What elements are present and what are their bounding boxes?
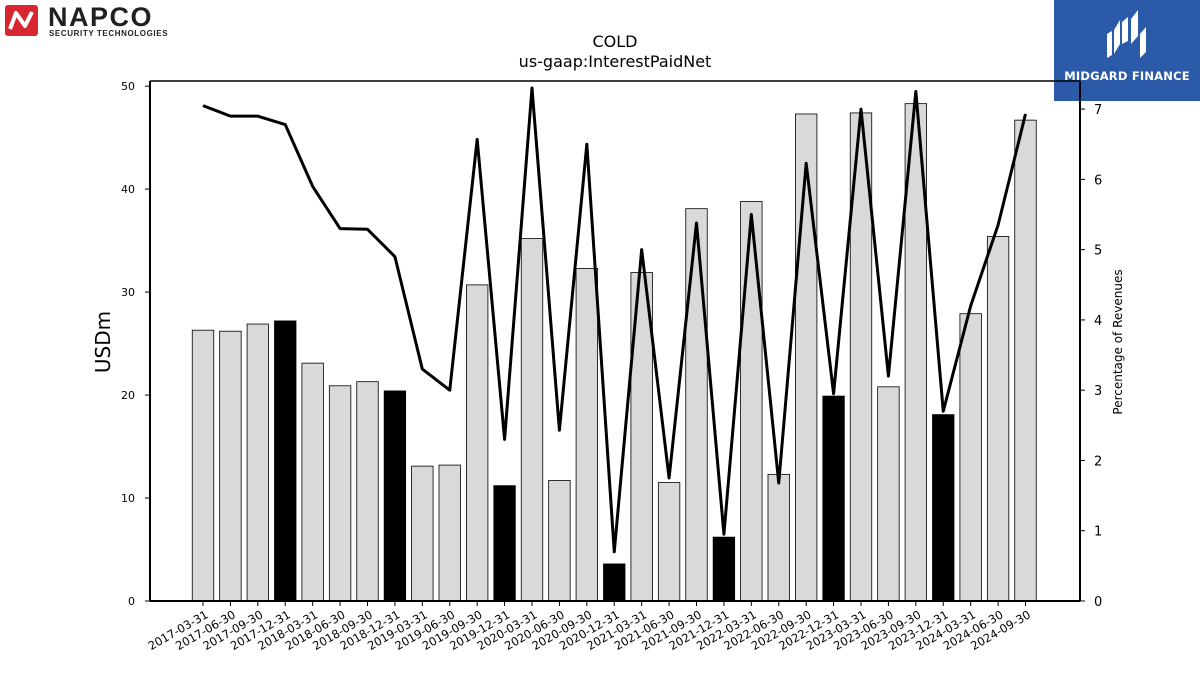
y2-tick-label-4: 4 <box>1094 314 1102 329</box>
bar-2017-12-31 <box>274 320 297 602</box>
ratio-line <box>202 86 1027 554</box>
bar-2021-09-30 <box>685 208 708 602</box>
bar-2023-06-30 <box>877 386 900 602</box>
midgard-mark-icon <box>1107 10 1146 58</box>
y2-tick-label-1: 1 <box>1094 525 1102 540</box>
bar-2023-12-31 <box>932 414 955 602</box>
bar-2022-03-31 <box>740 201 763 602</box>
y-tick-label-50: 50 <box>121 80 135 93</box>
bar-2022-09-30 <box>795 113 818 602</box>
bar-2019-12-31 <box>493 485 516 602</box>
napco-logo-name: NAPCO <box>48 4 153 32</box>
bar-2020-09-30 <box>575 268 598 602</box>
bar-2017-03-31 <box>191 329 215 602</box>
bar-2019-06-30 <box>438 464 461 602</box>
bar-series <box>191 103 1037 602</box>
y2-axis-label: Percentage of Revenues <box>1111 269 1125 414</box>
bar-2018-06-30 <box>328 385 352 602</box>
bar-2017-09-30 <box>246 323 269 602</box>
napco-logo-graphic: NAPCO SECURITY TECHNOLOGIES <box>5 2 168 38</box>
y2-tick-label-2: 2 <box>1094 454 1102 469</box>
chart-title-block: COLD us-gaap:InterestPaidNet <box>150 32 1080 72</box>
y2-tick-label-5: 5 <box>1094 244 1102 259</box>
bar-2019-09-30 <box>466 284 489 602</box>
bar-2024-03-31 <box>959 313 982 602</box>
y2-tick-label-3: 3 <box>1094 384 1102 399</box>
y-tick-label-40: 40 <box>121 183 135 196</box>
bar-2021-12-31 <box>712 536 736 602</box>
bar-2024-06-30 <box>986 236 1010 602</box>
y2-tick-label-7: 7 <box>1094 103 1102 118</box>
chart-title: COLD <box>592 32 638 51</box>
midgard-logo-text: MIDGARD FINANCE <box>1064 69 1190 83</box>
bar-2018-03-31 <box>301 362 324 602</box>
bar-2018-09-30 <box>356 381 379 602</box>
line-series <box>202 86 1027 554</box>
napco-logo: NAPCO SECURITY TECHNOLOGIES <box>4 2 214 40</box>
y-tick-label-30: 30 <box>121 286 135 299</box>
napco-logo-tagline: SECURITY TECHNOLOGIES <box>49 29 168 38</box>
chart-subtitle: us-gaap:InterestPaidNet <box>518 52 712 71</box>
bar-2022-12-31 <box>822 395 845 602</box>
y2-tick-label-0: 0 <box>1094 595 1102 610</box>
bar-2024-09-30 <box>1014 119 1037 602</box>
bar-2019-03-31 <box>411 465 434 602</box>
y2-tick-label-6: 6 <box>1094 173 1102 188</box>
midgard-finance-logo: MIDGARD FINANCE <box>1054 0 1200 101</box>
bar-2021-06-30 <box>657 482 681 602</box>
y-tick-label-10: 10 <box>121 492 135 505</box>
bar-2017-06-30 <box>219 330 242 602</box>
y-tick-label-0: 0 <box>128 595 135 608</box>
y-axis-label: USDm <box>91 311 115 373</box>
bar-2018-12-31 <box>383 390 407 602</box>
bar-2022-06-30 <box>767 473 790 602</box>
bar-2020-12-31 <box>603 563 626 602</box>
bar-2020-06-30 <box>548 480 571 602</box>
napco-logo-stroke <box>8 11 34 30</box>
y-tick-label-20: 20 <box>121 389 135 402</box>
bar-2020-03-31 <box>520 238 544 602</box>
